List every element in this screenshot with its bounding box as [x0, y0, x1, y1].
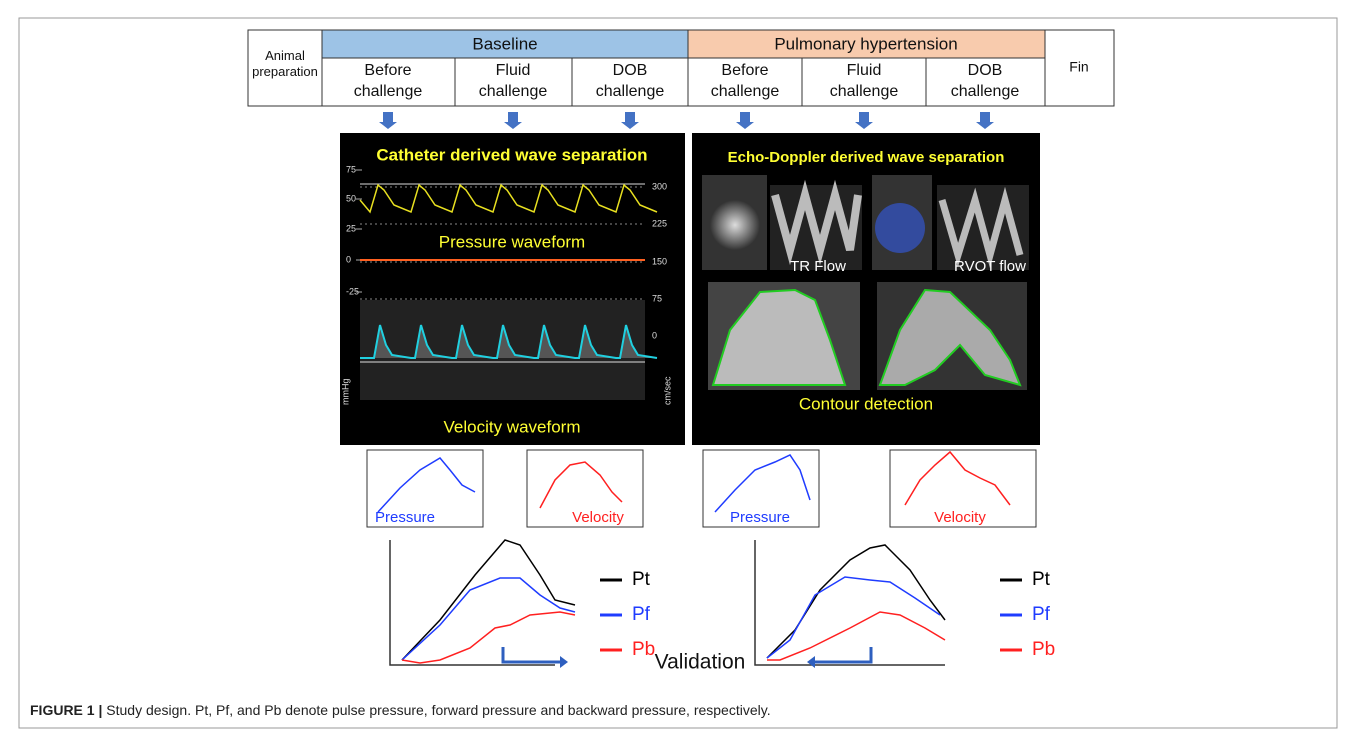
- first-column: Animal preparation: [248, 48, 322, 80]
- panel-title: Catheter derived wave separation: [376, 145, 647, 164]
- step-label: DOB challenge: [570, 60, 690, 102]
- box-label: Pressure: [730, 509, 790, 526]
- step-cell: Fluid challenge: [804, 60, 924, 106]
- caption-text: Study design. Pt, Pf, and Pb denote puls…: [106, 702, 770, 718]
- arrow: [621, 112, 639, 129]
- page: Animal preparation Fin Baseline Pulmonar…: [0, 0, 1357, 736]
- right-axis-label: 150: [652, 256, 667, 266]
- velocity-label: Velocity waveform: [444, 417, 581, 436]
- arrow: [504, 112, 522, 129]
- box-label: Velocity: [572, 509, 624, 526]
- right-axis-label: 75: [652, 293, 662, 303]
- arrow-head: [807, 656, 815, 668]
- phase-title: Pulmonary hypertension: [774, 34, 957, 53]
- caption-label: FIGURE 1 |: [30, 702, 102, 718]
- legend-label: Pf: [1032, 604, 1051, 625]
- box-label: Pressure: [375, 509, 435, 526]
- step-label: Fluid challenge: [804, 60, 924, 102]
- rvot-label: RVOT flow: [954, 258, 1026, 275]
- left-axis-label: 50: [346, 193, 356, 203]
- box-curves: [378, 452, 1010, 512]
- arrow-head: [560, 656, 568, 668]
- step-cell: Before challenge: [685, 60, 805, 106]
- legend-label: Pb: [1032, 639, 1055, 660]
- validation-label: Validation: [655, 651, 746, 674]
- last-column: Fin: [1069, 59, 1088, 75]
- step-cell: DOB challenge: [570, 60, 690, 106]
- arrow: [736, 112, 754, 129]
- arrow: [855, 112, 873, 129]
- contour-label: Contour detection: [799, 394, 933, 413]
- left-unit: mmHg: [340, 379, 350, 406]
- step-label: Before challenge: [685, 60, 805, 102]
- arrow: [379, 112, 397, 129]
- step-label: DOB challenge: [925, 60, 1045, 102]
- step-cell: Fluid challenge: [453, 60, 573, 106]
- step-label: Fluid challenge: [453, 60, 573, 102]
- first-column-cell: Animal preparation: [248, 48, 322, 88]
- legend-label: Pt: [632, 569, 651, 590]
- right-axis-label: 0: [652, 330, 657, 340]
- right-axis-label: 225: [652, 218, 667, 228]
- tr-label: TR Flow: [790, 258, 846, 275]
- left-axis-label: -25: [346, 286, 359, 296]
- right-axis-label: 300: [652, 181, 667, 191]
- left-axis-label: 0: [346, 254, 351, 264]
- box-label: Velocity: [934, 509, 986, 526]
- arrow: [976, 112, 994, 129]
- pressure-label: Pressure waveform: [439, 232, 585, 251]
- right-unit: cm/sec: [662, 376, 672, 405]
- caption: FIGURE 1 | Study design. Pt, Pf, and Pb …: [30, 702, 771, 718]
- step-cell: DOB challenge: [925, 60, 1045, 106]
- legend-label: Pf: [632, 604, 651, 625]
- combined-plots: [390, 540, 945, 665]
- step-cell: Before challenge: [328, 60, 448, 106]
- figure: Animal preparation Fin Baseline Pulmonar…: [0, 0, 1357, 736]
- left-axis-label: 75: [346, 164, 356, 174]
- left-axis-label: 25: [346, 223, 356, 233]
- legend-label: Pb: [632, 639, 655, 660]
- panel-title: Echo-Doppler derived wave separation: [728, 149, 1005, 166]
- step-label: Before challenge: [328, 60, 448, 102]
- legend-label: Pt: [1032, 569, 1051, 590]
- phase-title: Baseline: [472, 34, 537, 53]
